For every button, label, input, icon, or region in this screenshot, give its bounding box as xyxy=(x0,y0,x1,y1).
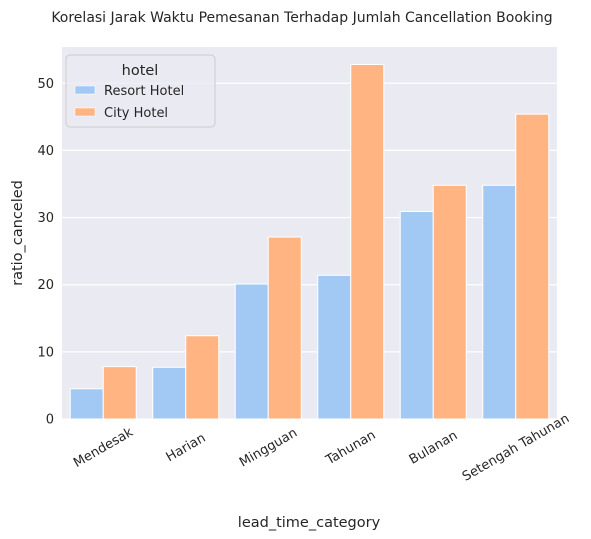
x-tick-label: Tahunan xyxy=(323,428,379,469)
bar-city-tahunan xyxy=(351,64,384,419)
bar-resort-bulanan xyxy=(400,212,433,419)
y-tick-label: 0 xyxy=(46,413,54,428)
x-tick-label: Bulanan xyxy=(407,428,461,468)
x-tick-label: Mingguan xyxy=(237,425,300,470)
chart-title: Korelasi Jarak Waktu Pemesanan Terhadap … xyxy=(51,10,552,26)
x-tick-label: Mendesak xyxy=(71,425,136,471)
legend: hotel Resort Hotel City Hotel xyxy=(66,55,215,127)
bar-city-mingguan xyxy=(268,237,301,419)
y-tick-label: 40 xyxy=(37,144,54,159)
y-tick-label: 30 xyxy=(37,211,54,226)
legend-label-resort: Resort Hotel xyxy=(104,84,184,99)
y-tick-label: 10 xyxy=(37,345,54,360)
x-tick-label: Setengah Tahunan xyxy=(460,411,572,484)
x-axis-ticks: Mendesak Harian Mingguan Tahunan Bulanan Sete… xyxy=(71,411,572,484)
legend-label-city: City Hotel xyxy=(104,106,168,121)
legend-swatch-city xyxy=(75,108,95,116)
bar-resort-tahunan xyxy=(318,275,351,419)
bar-resort-setengah-tahunan xyxy=(483,185,516,419)
bar-city-harian xyxy=(186,336,219,419)
bar-resort-mingguan xyxy=(235,284,268,419)
y-tick-label: 20 xyxy=(37,278,54,293)
bar-resort-mendesak xyxy=(70,389,103,419)
bar-city-setengah-tahunan xyxy=(516,114,549,419)
bar-city-bulanan xyxy=(433,185,466,419)
legend-swatch-resort xyxy=(75,86,95,94)
x-tick-label: Harian xyxy=(164,431,209,465)
y-axis-ticks: 0 10 20 30 40 50 xyxy=(37,77,54,428)
x-axis-label: lead_time_category xyxy=(238,515,381,531)
y-axis-label: ratio_canceled xyxy=(10,180,26,286)
bar-city-mendesak xyxy=(103,367,136,419)
bar-resort-harian xyxy=(153,367,186,419)
legend-title: hotel xyxy=(122,63,159,79)
y-tick-label: 50 xyxy=(37,77,54,92)
